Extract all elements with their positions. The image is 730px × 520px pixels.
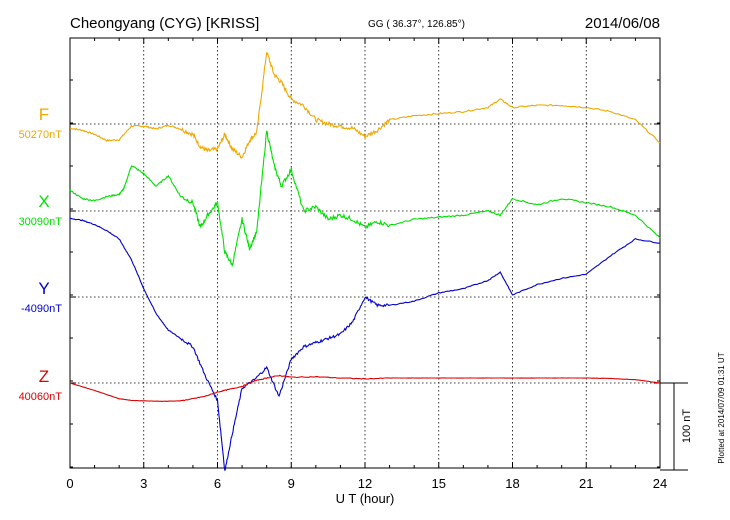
series-line-y bbox=[69, 217, 661, 471]
x-tick-label: 0 bbox=[66, 476, 73, 491]
station-coordinates: GG ( 36.37°, 126.85°) bbox=[368, 19, 465, 30]
series-line-x bbox=[69, 130, 661, 268]
plotted-timestamp: Plotted at 2014/07/09 01:31 UT bbox=[717, 352, 726, 463]
x-tick-label: 12 bbox=[358, 476, 372, 491]
vertical-gridlines bbox=[143, 38, 587, 468]
series-baseline-y: -4090nT bbox=[21, 303, 62, 315]
x-axis-title: U T (hour) bbox=[336, 491, 395, 506]
series-name-y: Y bbox=[38, 279, 49, 298]
scale-bar-label: 100 nT bbox=[681, 409, 693, 444]
series-baseline-z: 40060nT bbox=[19, 391, 63, 403]
x-axis-ticks: 0 3 6 9 12 15 18 21 24 bbox=[66, 38, 667, 491]
series-line-f bbox=[70, 52, 661, 159]
series-traces bbox=[69, 52, 661, 471]
x-tick-label: 3 bbox=[140, 476, 147, 491]
x-tick-label: 18 bbox=[505, 476, 519, 491]
series-line-z bbox=[69, 374, 661, 402]
x-tick-label: 24 bbox=[653, 476, 667, 491]
x-tick-label: 6 bbox=[214, 476, 221, 491]
series-name-x: X bbox=[38, 192, 49, 211]
series-baseline-f: 50270nT bbox=[19, 129, 63, 141]
series-name-f: F bbox=[39, 105, 49, 124]
x-tick-label: 15 bbox=[432, 476, 446, 491]
baseline-gridlines bbox=[70, 79, 660, 468]
scale-bar: 100 nT bbox=[660, 382, 693, 471]
series-labels: F 50270nT X 30090nT Y -4090nT Z 40060nT bbox=[19, 105, 63, 403]
chart-date: 2014/06/08 bbox=[585, 15, 660, 32]
series-baseline-x: 30090nT bbox=[19, 216, 63, 228]
x-tick-label: 21 bbox=[579, 476, 593, 491]
series-name-z: Z bbox=[39, 367, 49, 386]
station-title: Cheongyang (CYG) [KRISS] bbox=[70, 15, 259, 32]
x-tick-label: 9 bbox=[288, 476, 295, 491]
